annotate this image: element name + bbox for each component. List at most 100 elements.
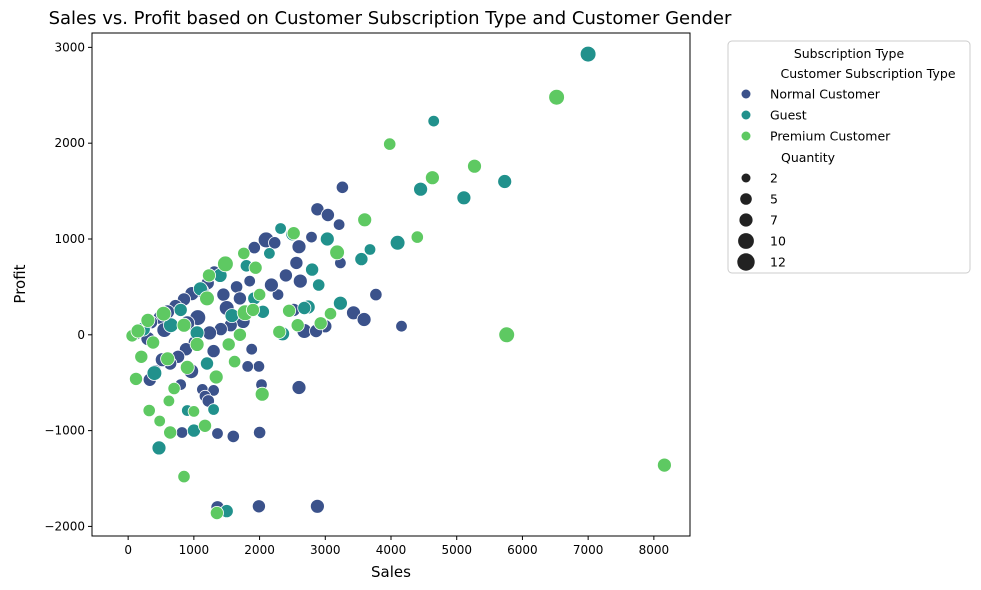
data-point (187, 405, 201, 418)
legend-size-label: 2 (770, 171, 778, 186)
data-point (197, 418, 212, 433)
data-point (548, 88, 565, 106)
data-point (155, 305, 172, 322)
data-point (251, 499, 266, 514)
data-point (383, 137, 397, 151)
data-point (254, 386, 270, 402)
legend-size-title: Quantity (781, 150, 836, 165)
legend-size-marker (737, 253, 755, 271)
data-point (335, 180, 349, 194)
data-point (253, 287, 267, 302)
legend-size-marker (738, 233, 754, 249)
legend-size-label: 12 (770, 255, 786, 270)
data-point (207, 384, 220, 397)
legend-marker (741, 131, 751, 141)
data-point (312, 278, 326, 292)
data-point (153, 414, 166, 428)
data-point (241, 360, 254, 373)
data-point (226, 429, 240, 443)
data-point (456, 190, 472, 206)
data-point (356, 312, 372, 327)
data-point (134, 349, 149, 364)
data-point (424, 170, 440, 186)
data-point (245, 343, 258, 356)
data-point (245, 302, 260, 317)
data-point (305, 262, 320, 277)
data-point (329, 244, 345, 261)
data-point (497, 174, 513, 189)
legend-size-label: 7 (770, 213, 778, 228)
data-point (278, 268, 293, 283)
data-point (175, 426, 189, 439)
data-point (291, 380, 307, 395)
data-point (217, 255, 234, 273)
data-point (427, 114, 440, 128)
data-point (167, 381, 181, 396)
y-tick-label: 3000 (54, 40, 85, 54)
x-tick-label: 4000 (376, 543, 407, 557)
data-point (363, 243, 377, 256)
legend-size-label: 10 (770, 234, 786, 249)
y-axis: −2000 −1000 0 1000 2000 3000 (44, 40, 92, 533)
x-tick-label: 7000 (573, 543, 604, 557)
data-point (162, 394, 176, 408)
data-point (467, 158, 482, 174)
legend: Subscription Type Customer Subscription … (727, 40, 971, 274)
data-point (263, 277, 279, 293)
data-point (140, 312, 156, 328)
data-point (319, 231, 335, 247)
data-point (160, 351, 176, 367)
legend-frame (727, 40, 971, 274)
data-point (248, 260, 263, 275)
data-point (389, 235, 406, 251)
data-point (282, 303, 297, 318)
legend-size-marker (740, 193, 752, 205)
data-point (271, 288, 285, 301)
data-point (286, 226, 301, 241)
x-tick-label: 0 (124, 543, 132, 557)
y-axis-label: Profit (11, 264, 29, 303)
data-point (128, 371, 143, 386)
legend-hue-title: Customer Subscription Type (780, 66, 955, 81)
data-point (208, 369, 224, 385)
data-point (498, 326, 516, 344)
x-tick-label: 3000 (310, 543, 341, 557)
data-point (332, 295, 348, 311)
x-tick-label: 1000 (179, 543, 210, 557)
data-point (395, 320, 408, 333)
data-point (177, 469, 191, 484)
legend-size-marker (739, 213, 753, 227)
legend-label: Premium Customer (770, 129, 891, 144)
y-tick-label: −1000 (44, 424, 85, 438)
data-point (292, 273, 308, 289)
data-point (232, 327, 247, 342)
data-point (332, 218, 346, 231)
data-point (146, 365, 163, 381)
data-point (297, 300, 312, 315)
data-point (357, 212, 373, 228)
legend-marker (741, 89, 751, 99)
data-point (232, 291, 247, 306)
data-point (199, 290, 215, 307)
data-point (202, 325, 218, 341)
series-2 (125, 88, 672, 520)
data-point (142, 403, 156, 418)
data-point (176, 317, 192, 333)
data-point (290, 318, 305, 333)
data-point (354, 252, 369, 267)
x-tick-label: 2000 (244, 543, 275, 557)
data-point (230, 280, 244, 294)
data-point (179, 359, 195, 375)
data-point (163, 425, 178, 440)
data-point (207, 403, 220, 416)
data-point (263, 247, 276, 260)
data-point (247, 241, 261, 255)
y-tick-label: −2000 (44, 519, 85, 533)
y-tick-label: 1000 (54, 232, 85, 246)
x-tick-label: 5000 (441, 543, 472, 557)
data-point (313, 316, 328, 331)
data-point (579, 45, 597, 63)
data-point (211, 427, 224, 440)
